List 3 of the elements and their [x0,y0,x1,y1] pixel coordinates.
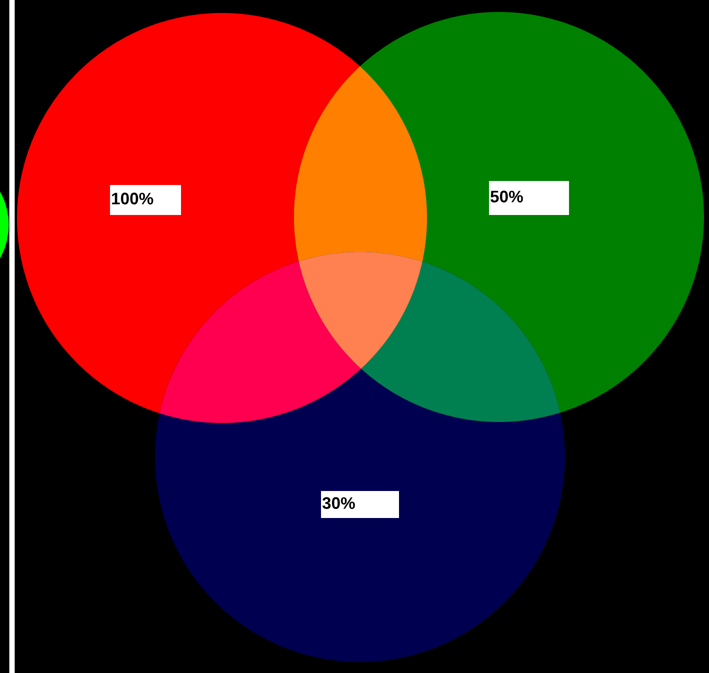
data-label: 100% [112,192,154,204]
data-label: 50% [490,190,523,202]
data-label: 30% [322,497,355,509]
